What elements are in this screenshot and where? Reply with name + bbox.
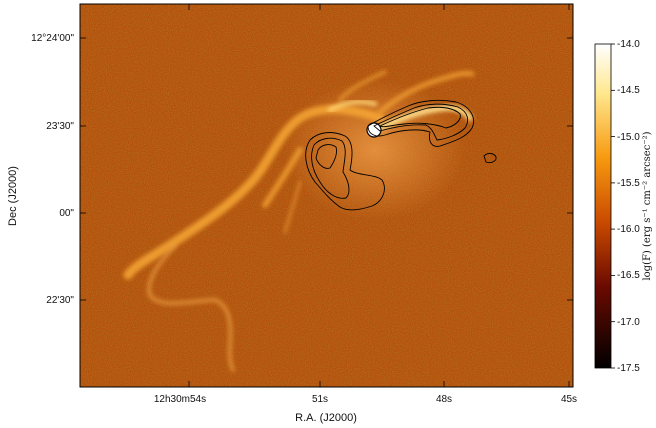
x-tick-label: 12h30m54s [154, 394, 206, 405]
x-tick-label: 48s [436, 394, 452, 405]
filament-branch-mid [262, 147, 303, 208]
contour-overlay [305, 99, 497, 211]
filament-bright-upper [327, 99, 378, 113]
axis-ticks [80, 4, 573, 387]
contour-lobe-outer [305, 132, 385, 211]
filament-lower-loop [147, 243, 235, 372]
image-panel [80, 4, 573, 387]
filament-structure [123, 70, 475, 372]
colorbar-tick-label: -16.5 [617, 270, 640, 281]
filament-top-arc [338, 70, 387, 102]
x-axis-title: R.A. (J2000) [295, 412, 357, 424]
colorbar: -14.0 -14.5 -15.0 -15.5 -16.0 -16.5 -17.… [594, 39, 653, 374]
colorbar-tick-label: -14.5 [617, 85, 640, 96]
contour-jet-outer [367, 99, 475, 147]
contour-jet-mid [373, 103, 469, 141]
y-tick-label: 12°24'00" [31, 33, 74, 44]
contour-lobe-mid [311, 137, 350, 199]
y-tick-label: 22'30" [46, 295, 74, 306]
y-tick-label: 23'30" [46, 121, 74, 132]
filament-upper [377, 70, 475, 115]
colorbar-tick-label: -14.0 [617, 39, 640, 50]
colorbar-tick-label: -16.0 [617, 224, 640, 235]
plot-frame [79, 3, 574, 388]
x-tick-label: 45s [561, 394, 577, 405]
y-axis-title: Dec (J2000) [7, 166, 19, 226]
contour-jet-inner [378, 106, 461, 129]
colorbar-tick-label: -15.5 [617, 178, 640, 189]
colorbar-gradient [594, 43, 612, 369]
x-tick-label: 51s [312, 394, 328, 405]
colorbar-tick-label: -17.5 [617, 363, 640, 374]
contour-lobe-inner [315, 144, 337, 169]
filament-main [123, 104, 385, 280]
contour-small-blob [483, 153, 497, 164]
colorbar-tick-label: -17.0 [617, 317, 640, 328]
y-tick-label: 00" [59, 208, 74, 219]
colorbar-title: log(F) (erg s⁻¹ cm⁻² arcsec⁻²) [642, 131, 653, 280]
colorbar-tick-label: -15.0 [617, 132, 640, 143]
filament-branch-right [283, 180, 302, 234]
